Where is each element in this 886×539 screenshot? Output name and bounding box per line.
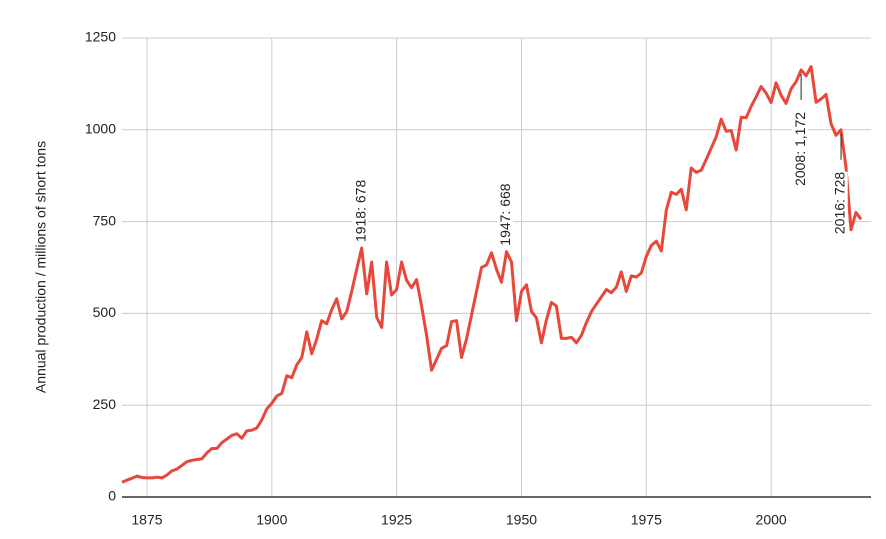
- x-tick-label: 1925: [381, 512, 412, 528]
- data-label: 2016: 728: [832, 172, 848, 234]
- data-label-bg: [791, 111, 808, 186]
- x-tick-label: 1950: [506, 512, 537, 528]
- data-label-bg: [497, 183, 514, 246]
- data-label: 2008: 1,172: [792, 112, 808, 186]
- y-tick-label: 250: [93, 396, 117, 412]
- line: [121, 65, 863, 484]
- x-tick-label: 1875: [131, 512, 162, 528]
- data-label-bg: [352, 179, 369, 243]
- y-tick-label: 1250: [85, 29, 116, 45]
- x-tick-label: 1900: [256, 512, 287, 528]
- x-tick-label: 2000: [756, 512, 787, 528]
- data-label-bg: [831, 171, 848, 235]
- data-label: 1918: 678: [352, 180, 368, 242]
- y-tick-label: 1000: [85, 121, 116, 137]
- y-axis-title: Annual production / millions of short to…: [33, 141, 49, 393]
- data-label: 1947: 668: [497, 183, 513, 245]
- y-tick-label: 0: [108, 488, 116, 504]
- y-tick-label: 500: [93, 304, 117, 320]
- x-tick-label: 1975: [631, 512, 662, 528]
- y-tick-label: 750: [93, 212, 117, 228]
